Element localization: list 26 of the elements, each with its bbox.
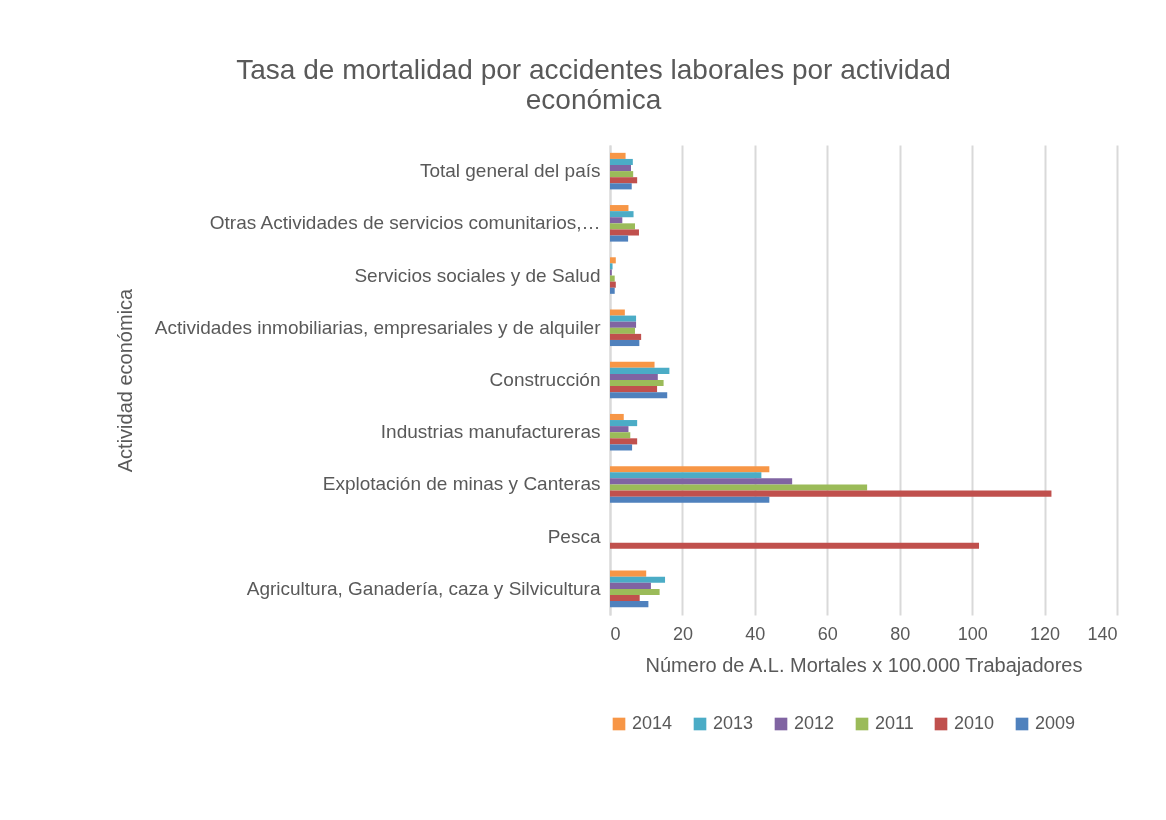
x-axis-title: Número de A.L. Mortales x 100.000 Trabajadores xyxy=(645,653,1083,676)
y-tick-label: Construcción xyxy=(489,369,601,390)
legend-label: 2009 xyxy=(1035,713,1076,733)
legend-label: 2012 xyxy=(794,713,835,733)
y-tick-label: Pesca xyxy=(547,525,601,547)
legend-label: 2010 xyxy=(954,713,995,733)
x-tick-label: 60 xyxy=(817,623,838,644)
y-tick-label: Actividades inmobiliarias, empresariales y de alquiler xyxy=(154,316,602,338)
y-tick-label: Industrias manufactureras xyxy=(380,421,601,443)
y-axis-title: Actividad económica xyxy=(113,287,136,473)
y-tick-label: Explotación de minas y Canteras xyxy=(322,473,601,495)
y-tick-label: Servicios sociales y de Salud xyxy=(354,264,601,286)
x-tick-label: 40 xyxy=(745,623,766,644)
x-tick-label: 80 xyxy=(890,623,911,644)
legend-label: 2014 xyxy=(632,713,673,733)
y-tick-label: Otras Actividades de servicios comunitarios,… xyxy=(209,212,601,234)
chart-title: Tasa de mortalidad por accidentes laborales por actividad económica xyxy=(236,54,951,115)
x-tick-label: 100 xyxy=(957,623,988,644)
x-tick-label: 0 xyxy=(610,623,621,644)
x-tick-label: 120 xyxy=(1030,623,1061,644)
x-tick-label: 140 xyxy=(1087,623,1118,644)
x-tick-label: 20 xyxy=(672,623,693,644)
y-tick-label: Agricultura, Ganadería, caza y Silvicultura xyxy=(246,577,601,599)
y-tick-label: Total general del país xyxy=(419,160,601,182)
legend-label: 2011 xyxy=(875,713,914,733)
legend-label: 2013 xyxy=(713,713,754,733)
